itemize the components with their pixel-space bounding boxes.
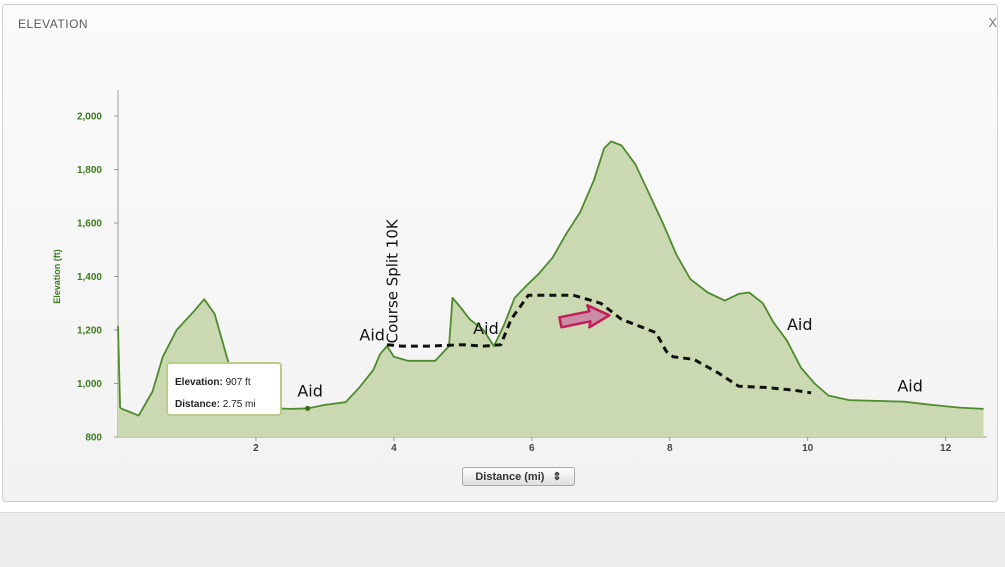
x-tick-label: 4 [391,443,397,454]
aid-station-label: Aid [787,315,813,334]
route-line [386,293,812,395]
x-tick-label: 10 [802,443,814,454]
distance-unit-label: Distance (mi) [475,470,545,483]
aid-station-label: Aid [897,377,923,396]
y-tick-label: 1,000 [77,379,102,390]
panel-title: ELEVATION [18,17,89,31]
tooltip-distance-value: 2.75 mi [222,399,256,410]
bottom-bar [0,512,1005,567]
hover-tooltip: Elevation: 907 ft Distance: 2.75 mi [166,362,282,416]
x-tick-label: 2 [253,443,259,454]
y-tick-label: 1,800 [77,165,102,176]
x-tick-label: 6 [529,443,535,454]
y-tick-label: 800 [85,433,102,444]
distance-unit-select[interactable]: Distance (mi) ⇕ [462,467,575,486]
y-tick-label: 1,600 [77,219,102,230]
aid-station-label: Aid [359,326,385,345]
y-tick-label: 1,200 [77,326,102,337]
x-tick-label: 8 [667,443,673,454]
aid-station-label: Aid [297,381,323,400]
hover-marker [305,405,311,411]
y-tick-label: 1,400 [77,272,102,283]
up-down-arrows-icon: ⇕ [552,471,562,483]
tooltip-distance-label: Distance: [175,399,221,410]
axes: 800 1,000 1,200 1,400 1,600 1,800 2,000 2 4 6 8 10 1… [52,90,987,454]
elevation-fill [118,141,984,437]
route-dashed-line [386,293,812,395]
tooltip-elevation-label: Elevation: [175,377,223,388]
x-tick-label: 12 [940,443,952,454]
direction-arrow-icon [558,304,611,329]
y-axis-label: Elevation (ft) [52,249,62,304]
tooltip-elevation-value: 907 ft [225,377,251,388]
course-split-label: Course Split 10K [383,218,401,343]
elevation-chart: 800 1,000 1,200 1,400 1,600 1,800 2,000 2 4 6 8 10 1… [52,90,987,454]
y-tick-label: 2,000 [77,112,102,123]
aid-station-label: Aid [473,319,499,338]
close-icon[interactable]: X [988,15,997,30]
